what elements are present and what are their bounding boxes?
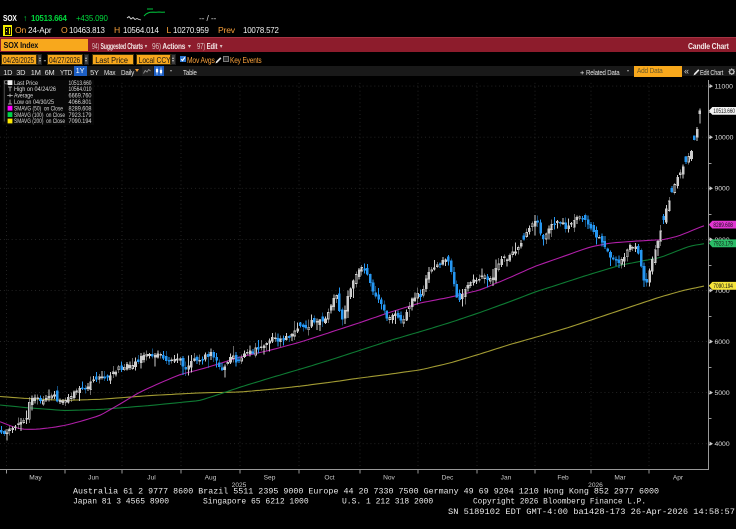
svg-text:10564.010: 10564.010 — [69, 86, 92, 93]
svg-text:Average: Average — [14, 93, 33, 100]
svg-text:9000: 9000 — [715, 186, 730, 193]
svg-text:10000: 10000 — [715, 135, 734, 142]
svg-text:7090.194: 7090.194 — [713, 283, 733, 290]
svg-text:Apr: Apr — [673, 475, 684, 482]
svg-text:Copyright 2026 Bloomberg Finan: Copyright 2026 Bloomberg Finance L.P. — [473, 497, 646, 506]
svg-text:5000: 5000 — [715, 390, 730, 397]
svg-text:6000: 6000 — [715, 339, 730, 346]
svg-text:4000: 4000 — [715, 441, 730, 448]
svg-text:Nov: Nov — [383, 475, 395, 482]
svg-text:7923.179: 7923.179 — [713, 241, 733, 248]
svg-text:7090.194: 7090.194 — [69, 118, 92, 125]
svg-text:11000: 11000 — [715, 84, 734, 91]
svg-text:6669.760: 6669.760 — [69, 93, 92, 100]
svg-text:7000: 7000 — [715, 288, 730, 295]
svg-text:7923.179: 7923.179 — [69, 112, 92, 119]
svg-text:4066.801: 4066.801 — [69, 99, 92, 106]
svg-text:Low on 04/30/25: Low on 04/30/25 — [14, 99, 54, 106]
svg-text:10513.660: 10513.660 — [69, 80, 92, 87]
svg-text:Australia 61 2 9777 8600 Brazi: Australia 61 2 9777 8600 Brazil 5511 239… — [73, 487, 659, 496]
svg-text:SMAVG (200) on Close: SMAVG (200) on Close — [14, 118, 65, 125]
svg-text:2025: 2025 — [232, 482, 247, 489]
svg-text:SMAVG (100) on Close: SMAVG (100) on Close — [14, 112, 65, 119]
svg-text:2026: 2026 — [588, 482, 603, 489]
svg-text:10513.660: 10513.660 — [713, 108, 735, 115]
svg-text:Jan: Jan — [501, 475, 512, 482]
svg-text:Aug: Aug — [205, 475, 217, 482]
svg-text:U.S. 1 212 318 2000: U.S. 1 212 318 2000 — [342, 497, 433, 506]
svg-text:Jun: Jun — [88, 475, 99, 482]
svg-text:Oct: Oct — [324, 475, 334, 482]
svg-text:Feb: Feb — [557, 475, 569, 482]
svg-text:Japan 81 3 4565 8900: Japan 81 3 4565 8900 — [73, 497, 169, 506]
svg-text:Mar: Mar — [614, 475, 626, 482]
svg-text:SMAVG (50) on Close: SMAVG (50) on Close — [14, 105, 63, 112]
svg-text:8289.608: 8289.608 — [713, 222, 733, 229]
svg-text:Last Price: Last Price — [14, 80, 38, 87]
svg-text:May: May — [29, 475, 42, 482]
svg-text:Singapore 65 6212 1000: Singapore 65 6212 1000 — [203, 497, 309, 506]
svg-text:8289.608: 8289.608 — [69, 105, 92, 112]
svg-text:Jul: Jul — [147, 475, 156, 482]
svg-text:SN 5189102 EDT GMT-4:00 ba142: SN 5189102 EDT GMT-4:00 ba1428-173 26-Ap… — [448, 508, 735, 517]
svg-text:Sep: Sep — [264, 475, 276, 482]
svg-text:High on 04/24/26: High on 04/24/26 — [14, 86, 56, 93]
svg-text:Dec: Dec — [442, 475, 454, 482]
